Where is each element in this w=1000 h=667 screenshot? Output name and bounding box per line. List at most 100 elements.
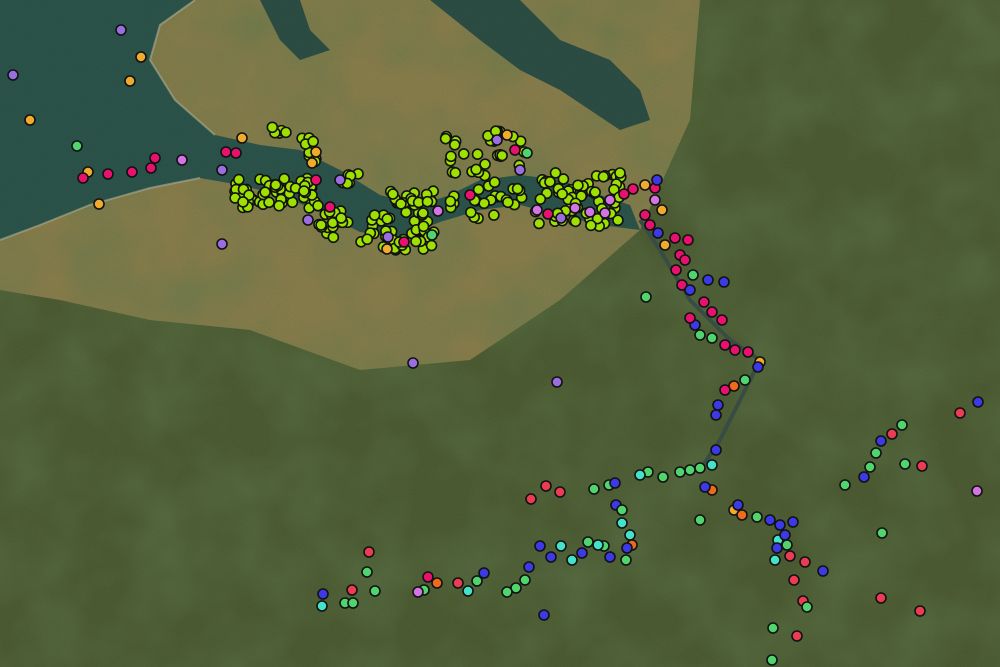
map-point-marker[interactable] — [531, 204, 543, 216]
map-point-marker[interactable] — [471, 575, 483, 587]
map-point-marker[interactable] — [679, 254, 691, 266]
map-point-marker[interactable] — [431, 577, 443, 589]
map-point-marker[interactable] — [659, 239, 671, 251]
map-point-marker[interactable] — [310, 174, 322, 186]
map-point-marker[interactable] — [624, 529, 636, 541]
map-point-marker[interactable] — [706, 306, 718, 318]
map-point-marker[interactable] — [280, 126, 292, 139]
map-point-marker[interactable] — [886, 428, 898, 440]
map-point-marker[interactable] — [954, 407, 966, 419]
map-point-marker[interactable] — [7, 69, 19, 81]
map-point-marker[interactable] — [457, 148, 470, 160]
map-point-marker[interactable] — [312, 199, 324, 212]
map-point-marker[interactable] — [972, 396, 984, 408]
map-point-marker[interactable] — [694, 462, 706, 474]
map-point-marker[interactable] — [687, 269, 699, 281]
map-point-marker[interactable] — [417, 220, 430, 233]
map-point-marker[interactable] — [592, 539, 604, 551]
map-point-marker[interactable] — [266, 121, 279, 134]
map-point-marker[interactable] — [237, 196, 249, 208]
map-point-marker[interactable] — [398, 236, 410, 248]
map-point-marker[interactable] — [781, 539, 793, 551]
map-point-marker[interactable] — [149, 152, 161, 164]
map-point-marker[interactable] — [719, 339, 731, 351]
map-point-marker[interactable] — [71, 140, 83, 152]
map-point-marker[interactable] — [669, 232, 681, 244]
map-point-marker[interactable] — [387, 188, 399, 200]
map-point-marker[interactable] — [899, 458, 911, 470]
map-point-marker[interactable] — [452, 577, 464, 589]
map-point-marker[interactable] — [639, 179, 651, 191]
map-point-marker[interactable] — [306, 157, 318, 169]
map-point-marker[interactable] — [585, 219, 597, 232]
map-point-marker[interactable] — [875, 592, 887, 604]
map-point-marker[interactable] — [310, 146, 322, 158]
map-point-marker[interactable] — [569, 202, 581, 214]
map-point-marker[interactable] — [382, 231, 394, 243]
map-point-marker[interactable] — [102, 168, 114, 180]
map-point-marker[interactable] — [876, 527, 888, 539]
map-point-marker[interactable] — [145, 162, 157, 174]
map-point-marker[interactable] — [652, 227, 664, 239]
map-point-marker[interactable] — [710, 444, 722, 456]
map-point-marker[interactable] — [766, 654, 778, 666]
map-point-marker[interactable] — [569, 215, 582, 228]
map-point-marker[interactable] — [369, 585, 381, 597]
map-point-marker[interactable] — [124, 75, 136, 87]
map-point-marker[interactable] — [545, 551, 557, 563]
map-point-marker[interactable] — [324, 201, 336, 213]
map-point-marker[interactable] — [470, 163, 482, 176]
map-point-marker[interactable] — [676, 279, 688, 291]
map-point-marker[interactable] — [334, 174, 346, 186]
map-point-marker[interactable] — [525, 493, 537, 505]
map-point-marker[interactable] — [771, 542, 783, 554]
map-point-marker[interactable] — [216, 238, 228, 250]
map-point-marker[interactable] — [684, 464, 696, 476]
map-point-marker[interactable] — [682, 234, 694, 246]
map-point-marker[interactable] — [479, 158, 491, 170]
map-point-marker[interactable] — [327, 231, 340, 244]
map-point-marker[interactable] — [555, 212, 567, 224]
map-point-marker[interactable] — [412, 586, 424, 598]
map-point-marker[interactable] — [523, 561, 535, 573]
map-point-marker[interactable] — [488, 176, 501, 189]
map-point-marker[interactable] — [604, 194, 616, 206]
map-point-marker[interactable] — [259, 186, 271, 198]
map-point-marker[interactable] — [971, 485, 983, 497]
map-point-marker[interactable] — [706, 459, 718, 471]
map-point-marker[interactable] — [444, 195, 457, 208]
map-point-marker[interactable] — [896, 419, 908, 431]
map-point-marker[interactable] — [557, 173, 570, 185]
map-point-marker[interactable] — [230, 147, 242, 159]
map-point-marker[interactable] — [710, 409, 722, 421]
map-point-marker[interactable] — [448, 139, 461, 151]
map-point-marker[interactable] — [346, 584, 358, 596]
map-point-marker[interactable] — [736, 509, 748, 521]
map-point-marker[interactable] — [616, 517, 628, 529]
map-point-marker[interactable] — [612, 214, 624, 227]
map-point-marker[interactable] — [361, 566, 373, 578]
map-point-marker[interactable] — [719, 384, 731, 396]
map-point-marker[interactable] — [694, 514, 706, 526]
map-point-marker[interactable] — [657, 471, 669, 483]
map-point-marker[interactable] — [425, 239, 438, 252]
map-point-marker[interactable] — [702, 274, 714, 286]
map-point-marker[interactable] — [582, 536, 594, 548]
map-point-marker[interactable] — [511, 182, 524, 195]
map-point-marker[interactable] — [742, 346, 754, 358]
map-point-marker[interactable] — [462, 585, 474, 597]
map-point-marker[interactable] — [554, 486, 566, 498]
map-point-marker[interactable] — [449, 167, 462, 179]
map-point-marker[interactable] — [787, 516, 799, 528]
map-point-marker[interactable] — [361, 233, 374, 246]
map-point-marker[interactable] — [698, 296, 710, 308]
map-point-marker[interactable] — [609, 477, 621, 489]
map-point-marker[interactable] — [432, 205, 444, 217]
map-point-marker[interactable] — [764, 514, 776, 526]
map-point-marker[interactable] — [589, 186, 601, 198]
map-point-marker[interactable] — [694, 329, 706, 341]
map-point-marker[interactable] — [220, 146, 232, 158]
map-point-marker[interactable] — [779, 529, 791, 541]
map-point-marker[interactable] — [417, 207, 429, 219]
map-point-marker[interactable] — [135, 51, 147, 63]
